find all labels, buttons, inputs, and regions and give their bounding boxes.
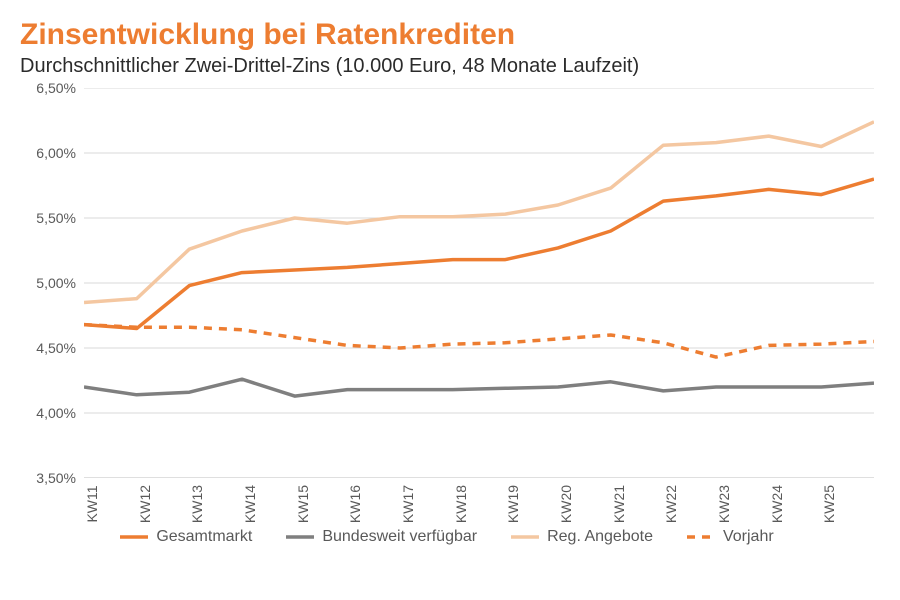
legend-item: Vorjahr (687, 528, 774, 546)
y-axis-label: 3,50% (36, 470, 84, 486)
x-axis-label: KW18 (453, 485, 469, 523)
x-axis-label: KW14 (242, 485, 258, 523)
x-axis-label: KW24 (769, 485, 785, 523)
y-axis-label: 5,50% (36, 210, 84, 226)
legend-label: Gesamtmarkt (156, 528, 252, 546)
x-axis-label: KW19 (505, 485, 521, 523)
legend-label: Bundesweit verfügbar (322, 528, 477, 546)
legend-swatch (687, 532, 715, 542)
series-line (84, 379, 874, 396)
x-axis-label: KW12 (137, 485, 153, 523)
y-axis-label: 5,00% (36, 275, 84, 291)
legend-label: Vorjahr (723, 528, 774, 546)
legend-label: Reg. Angebote (547, 528, 653, 546)
legend-swatch (511, 532, 539, 542)
x-axis-label: KW25 (821, 485, 837, 523)
x-axis-label: KW23 (716, 485, 732, 523)
series-line (84, 122, 874, 303)
x-axis-label: KW22 (663, 485, 679, 523)
chart-title: Zinsentwicklung bei Ratenkrediten (20, 18, 880, 51)
series-line (84, 179, 874, 329)
legend-swatch (286, 532, 314, 542)
legend-item: Reg. Angebote (511, 528, 653, 546)
legend-item: Gesamtmarkt (120, 528, 252, 546)
y-axis-label: 6,50% (36, 80, 84, 96)
legend: Gesamtmarkt Bundesweit verfügbar Reg. Ange… (20, 528, 874, 546)
x-axis-label: KW11 (84, 485, 100, 522)
x-axis-label: KW16 (347, 485, 363, 523)
legend-item: Bundesweit verfügbar (286, 528, 477, 546)
chart-area: 3,50%4,00%4,50%5,00%5,50%6,00%6,50%KW11K… (84, 88, 874, 478)
x-axis-label: KW13 (189, 485, 205, 523)
legend-swatch (120, 532, 148, 542)
x-axis-label: KW20 (558, 485, 574, 523)
x-axis-label: KW17 (400, 485, 416, 523)
x-axis-label: KW21 (611, 485, 627, 523)
series-line (84, 325, 874, 358)
chart-subtitle: Durchschnittlicher Zwei-Drittel-Zins (10… (20, 55, 880, 78)
y-axis-label: 6,00% (36, 145, 84, 161)
y-axis-label: 4,50% (36, 340, 84, 356)
x-axis-label: KW15 (295, 485, 311, 523)
chart-svg (84, 88, 874, 478)
y-axis-label: 4,00% (36, 405, 84, 421)
